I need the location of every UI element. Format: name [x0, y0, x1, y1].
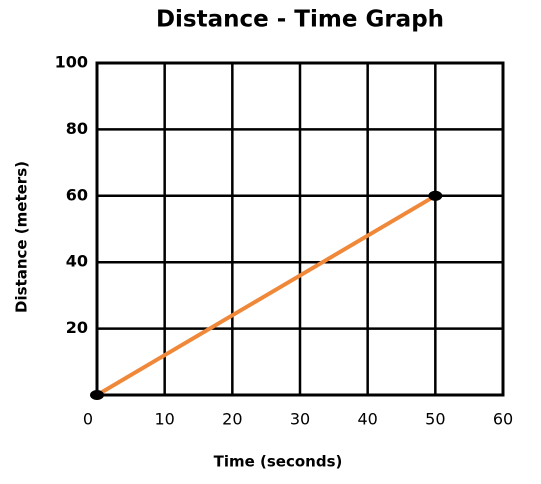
x-tick-label: 40 — [357, 410, 377, 429]
x-tick-label: 50 — [425, 410, 445, 429]
x-tick-label: 10 — [154, 410, 174, 429]
y-tick-label: 20 — [66, 318, 88, 337]
data-line — [95, 194, 437, 397]
y-tick-label: 80 — [66, 119, 88, 138]
x-axis-label: Time (seconds) — [214, 453, 343, 471]
x-tick-label: 20 — [222, 410, 242, 429]
y-tick-label: 60 — [66, 185, 88, 204]
y-tick-label: 40 — [66, 252, 88, 271]
x-tick-label: 30 — [290, 410, 310, 429]
chart-title: Distance - Time Graph — [156, 7, 444, 33]
y-tick-label: 100 — [55, 53, 88, 72]
x-tick-label: 0 — [83, 410, 93, 429]
x-tick-label: 60 — [493, 410, 513, 429]
y-axis-label: Distance (meters) — [13, 161, 31, 313]
data-point — [428, 190, 443, 201]
data-point — [90, 390, 104, 400]
